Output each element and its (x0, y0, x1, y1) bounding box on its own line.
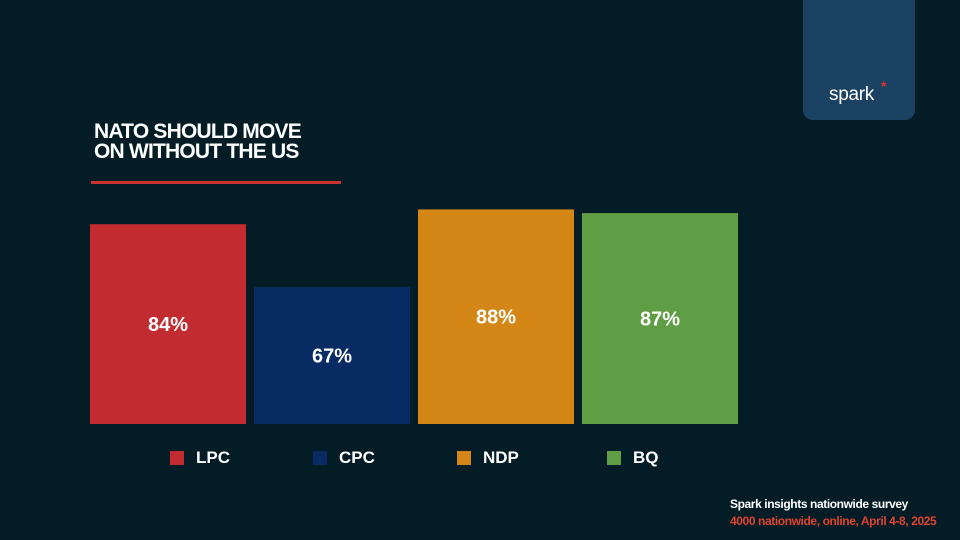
title-line-2: ON WITHOUT THE US (94, 140, 299, 163)
legend-item-ndp: NDP (457, 448, 519, 468)
logo-text: spark (829, 84, 874, 105)
bar-cpc (254, 287, 410, 424)
legend-swatch (313, 451, 327, 465)
legend-item-cpc: CPC (313, 448, 375, 468)
source-title: Spark insights nationwide survey (730, 497, 908, 511)
legend-item-lpc: LPC (170, 448, 230, 468)
legend-swatch (170, 451, 184, 465)
title-line-1: NATO SHOULD MOVE (94, 120, 302, 143)
asterisk-icon: * (881, 78, 887, 94)
legend-label: LPC (196, 448, 230, 467)
title-divider (91, 181, 341, 184)
spark-logo: spark * (803, 0, 915, 120)
data-label: 87% (640, 309, 680, 331)
legend-item-bq: BQ (607, 448, 659, 468)
chart-title: NATO SHOULD MOVE ON WITHOUT THE US (94, 120, 302, 163)
legend-label: BQ (633, 448, 659, 467)
legend-swatch (607, 451, 621, 465)
source-detail: 4000 nationwide, online, April 4-8, 2025 (730, 514, 937, 528)
bar-ndp (418, 209, 574, 424)
legend-swatch (457, 451, 471, 465)
data-label: 84% (148, 314, 188, 336)
legend-label: NDP (483, 448, 519, 467)
bar-bq (582, 213, 738, 424)
legend-label: CPC (339, 448, 375, 467)
bar-lpc (90, 224, 246, 424)
data-label: 88% (476, 307, 516, 329)
data-label: 67% (312, 346, 352, 368)
